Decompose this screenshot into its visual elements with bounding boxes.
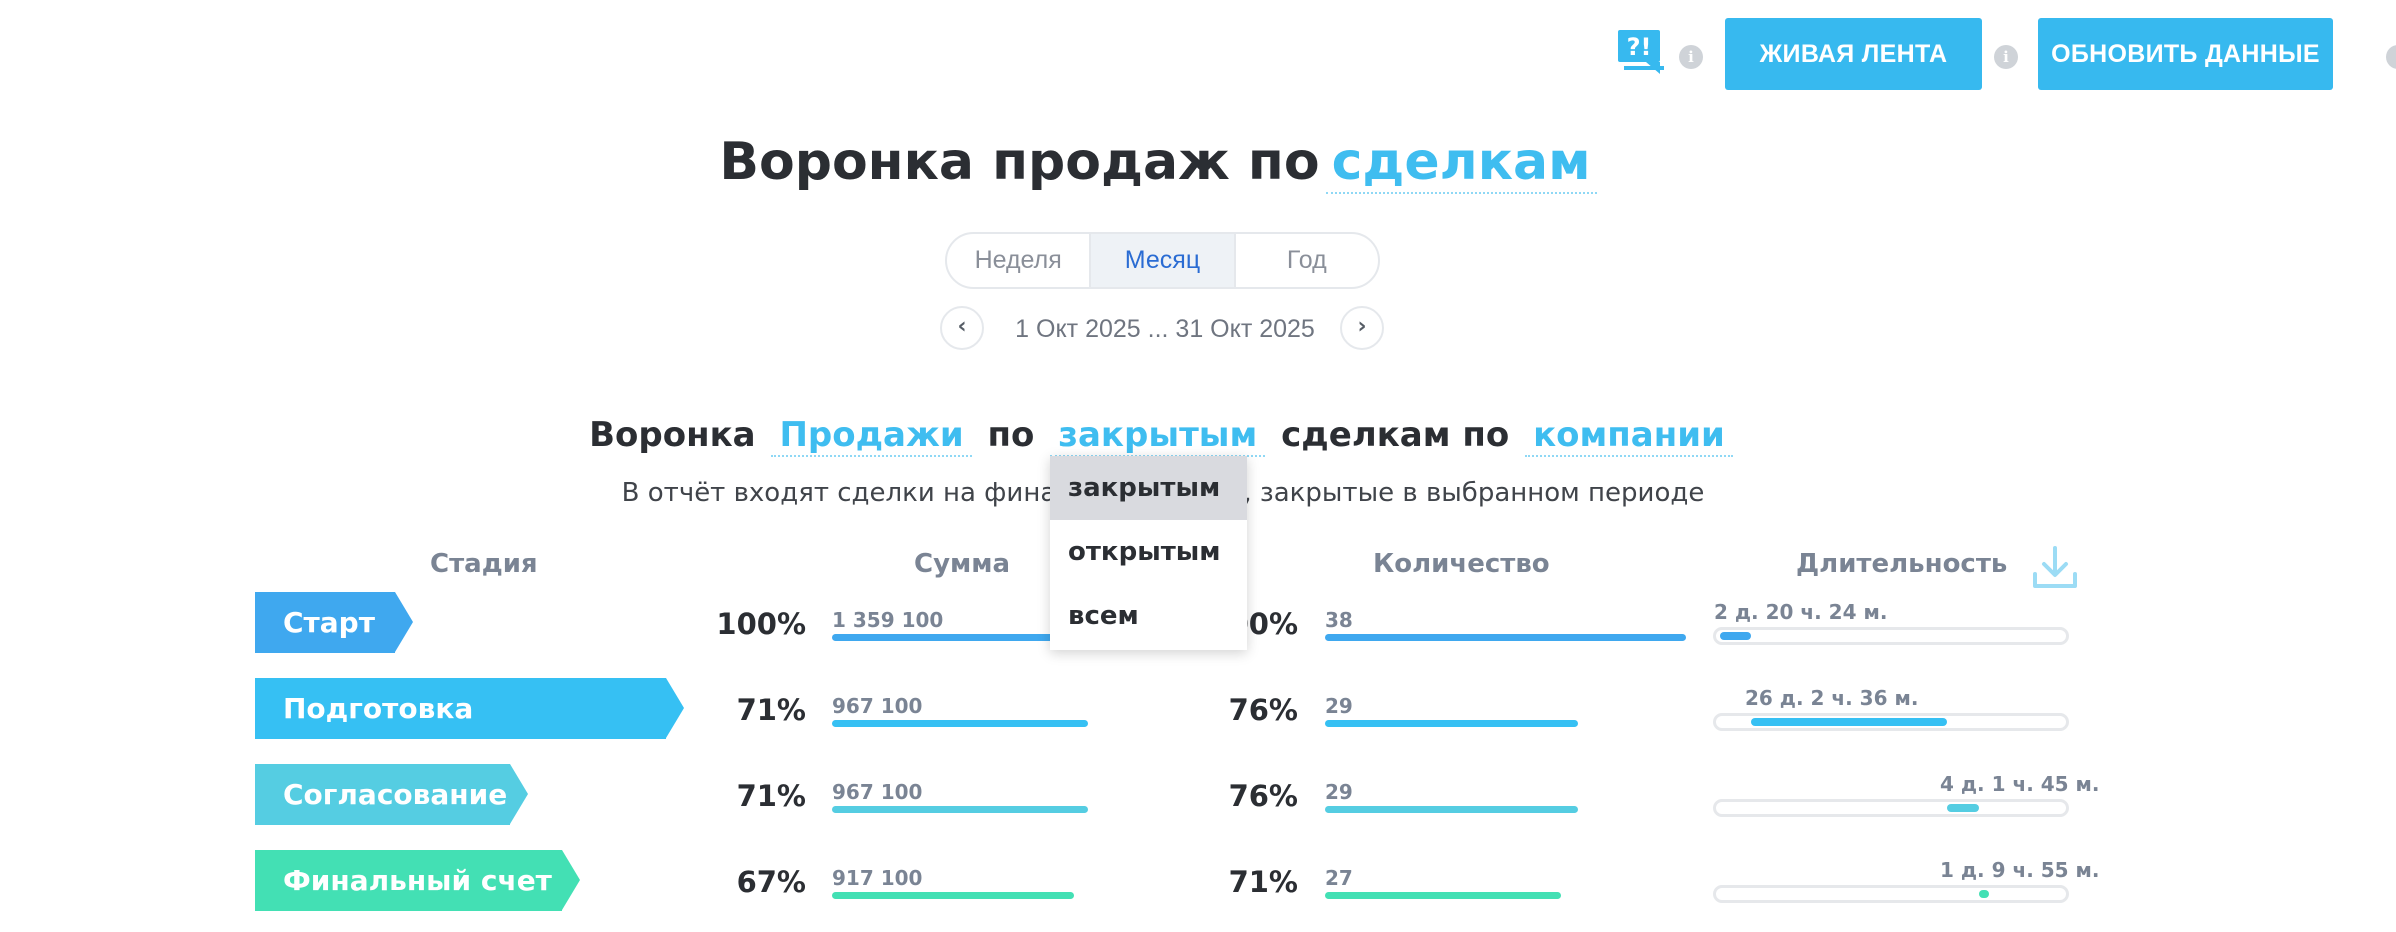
page-title: Воронка продаж по сделкам	[0, 128, 2316, 196]
count-bar	[1325, 806, 1578, 813]
sum-value: 1 359 100	[832, 608, 944, 632]
group-selector[interactable]: компании	[1525, 415, 1733, 457]
info-icon[interactable]: i	[1679, 45, 1703, 69]
entity-selector[interactable]: сделкам	[1325, 132, 1597, 194]
duration-bar	[1751, 718, 1947, 726]
dropdown-option-closed[interactable]: закрытым	[1050, 456, 1247, 520]
count-percent: 71%	[1228, 865, 1298, 899]
tab-month[interactable]: Месяц	[1089, 234, 1236, 287]
sum-bar	[832, 806, 1088, 813]
deal-filter-selector[interactable]: закрытым	[1050, 415, 1266, 457]
column-header-count: Количество	[1373, 549, 1550, 579]
funnel-title-text: сделкам по	[1281, 415, 1510, 455]
tab-year[interactable]: Год	[1286, 246, 1327, 274]
count-value: 38	[1325, 608, 1353, 632]
duration-track	[1713, 885, 2069, 903]
stage-label[interactable]: Подготовка документов	[255, 678, 684, 786]
sum-value: 917 100	[832, 866, 923, 890]
live-feed-button[interactable]: ЖИВАЯ ЛЕНТА	[1725, 18, 1982, 90]
duration-bar	[1947, 804, 1979, 812]
dropdown-option-all[interactable]: всем	[1068, 601, 1139, 631]
duration-track	[1713, 799, 2069, 817]
page-title-text: Воронка продаж по	[719, 132, 1320, 192]
count-bar	[1325, 720, 1578, 727]
sum-bar	[832, 634, 1088, 641]
column-header-duration: Длительность	[1796, 549, 2008, 579]
sum-percent: 100%	[716, 607, 806, 641]
count-value: 29	[1325, 780, 1353, 804]
duration-bar	[1720, 632, 1751, 640]
svg-text:?!: ?!	[1627, 33, 1652, 61]
sum-percent: 71%	[736, 779, 806, 813]
column-header-stage: Стадия	[430, 549, 538, 579]
info-icon[interactable]: i	[1994, 45, 2018, 69]
period-tabs: Неделя Месяц Год	[945, 232, 1380, 289]
sum-value: 967 100	[832, 780, 923, 804]
funnel-title: Воронка Продажи по закрытым сделкам по к…	[0, 412, 2326, 458]
duration-value: 26 д. 2 ч. 36 м.	[1745, 686, 1919, 710]
info-icon[interactable]	[2386, 45, 2396, 69]
count-value: 27	[1325, 866, 1353, 890]
duration-track	[1713, 713, 2069, 731]
duration-track	[1713, 627, 2069, 645]
funnel-title-text: по	[987, 415, 1035, 455]
deal-filter-dropdown: закрытым открытым всем	[1050, 456, 1247, 650]
count-percent: 76%	[1228, 779, 1298, 813]
count-percent: 76%	[1228, 693, 1298, 727]
feedback-question-icon[interactable]: ?!	[1616, 26, 1668, 78]
sum-value: 967 100	[832, 694, 923, 718]
duration-bar	[1979, 890, 1989, 898]
duration-value: 1 д. 9 ч. 55 м.	[1940, 858, 2100, 882]
sum-bar	[832, 892, 1074, 899]
stage-label[interactable]: Финальный счет	[255, 850, 580, 911]
duration-value: 4 д. 1 ч. 45 м.	[1940, 772, 2100, 796]
funnel-title-text: Воронка	[589, 415, 756, 455]
count-bar	[1325, 892, 1561, 899]
refresh-data-button[interactable]: ОБНОВИТЬ ДАННЫЕ	[2038, 18, 2333, 90]
download-icon[interactable]	[2030, 542, 2080, 592]
column-header-sum: Сумма	[914, 549, 1011, 579]
sum-bar	[832, 720, 1088, 727]
prev-period-chevron-icon[interactable]: ‹	[940, 306, 984, 350]
tab-week[interactable]: Неделя	[974, 246, 1062, 274]
sum-percent: 67%	[736, 865, 806, 899]
stage-label[interactable]: Старт	[255, 592, 413, 653]
duration-value: 2 д. 20 ч. 24 м.	[1714, 600, 1888, 624]
dropdown-option-open[interactable]: открытым	[1068, 537, 1221, 567]
count-bar	[1325, 634, 1686, 641]
next-period-chevron-icon[interactable]: ›	[1340, 306, 1384, 350]
stage-label[interactable]: Согласование	[255, 764, 528, 825]
funnel-selector[interactable]: Продажи	[771, 415, 972, 457]
sum-percent: 71%	[736, 693, 806, 727]
count-value: 29	[1325, 694, 1353, 718]
date-range: 1 Окт 2025 ... 31 Окт 2025	[1015, 315, 1315, 343]
